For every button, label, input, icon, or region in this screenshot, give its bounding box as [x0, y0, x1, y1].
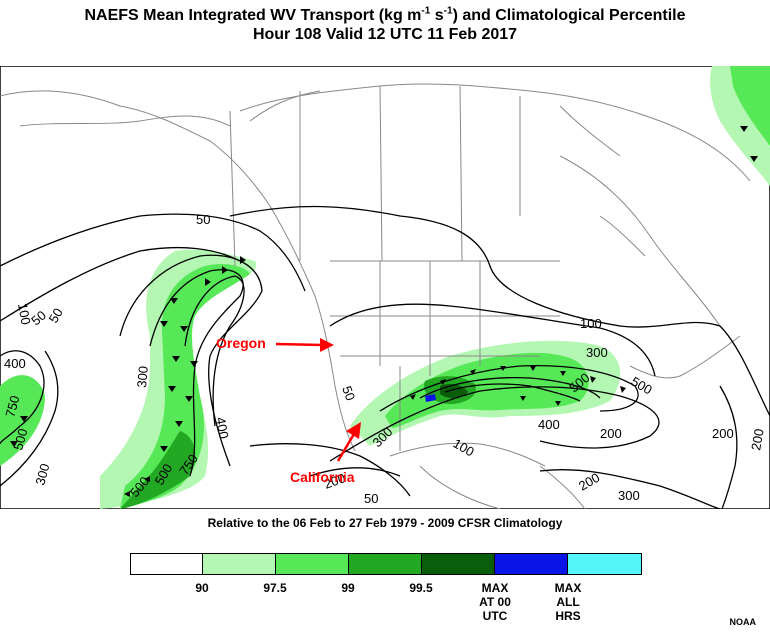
- ivt-map: 50 100 50 50 400 750 500 300 300 400 500…: [0, 66, 770, 509]
- california-arrow-line: [336, 433, 356, 462]
- west-coastline: [0, 90, 356, 452]
- state-borders: [330, 261, 560, 451]
- legend-swatch-below-90: [130, 553, 203, 575]
- contour-300-pacific: [119, 254, 263, 467]
- legend-swatch-max00: [421, 553, 495, 575]
- california-arrow-head: [346, 422, 361, 439]
- legend-label-99-5: 99.5: [409, 581, 433, 595]
- contour-label: 50: [46, 305, 66, 325]
- contour-label: 100: [15, 302, 34, 326]
- contour-200-east-edge: [719, 385, 738, 509]
- annotations: Oregon California: [216, 335, 361, 485]
- arctic-islands: [249, 90, 646, 257]
- legend-label-97-5: 97.5: [263, 581, 287, 595]
- us-mexico-border: [389, 442, 546, 467]
- legend-swatch-97-5-99: [275, 553, 349, 575]
- contour-300-west-edge: [0, 350, 59, 487]
- shade-pacific-99-5: [120, 431, 196, 509]
- contour-400-west-edge: [0, 350, 45, 445]
- atlantic-coast: [629, 335, 741, 379]
- shade-west-edge: [0, 375, 45, 466]
- contour-label: 300: [32, 462, 52, 487]
- legend-label-99: 99: [341, 581, 355, 595]
- contour-label: 50: [196, 212, 210, 227]
- climatology-subtitle: Relative to the 06 Feb to 27 Feb 1979 - …: [207, 516, 563, 530]
- map-title-line2: Hour 108 Valid 12 UTC 11 Feb 2017: [252, 26, 518, 43]
- legend-swatch-maxall-at00: [494, 553, 568, 575]
- contour-300-us: [379, 365, 639, 412]
- contour-label: 100: [580, 316, 602, 331]
- legend-label-max-all-hrs: MAX ALL HRS: [554, 581, 582, 623]
- shade-pacific-99: [120, 263, 250, 509]
- ivt-contours: [0, 205, 770, 509]
- alaska-coast: [19, 115, 231, 127]
- legend-swatch-99-99-5: [348, 553, 422, 575]
- contour-label: 400: [4, 356, 26, 371]
- shade-us-maxall-at00: [425, 394, 436, 402]
- contour-100-us: [329, 303, 656, 377]
- arctic-coast: [239, 83, 751, 182]
- legend-swatch-maxall: [567, 553, 642, 575]
- contour-500-us: [444, 383, 581, 402]
- oregon-annotation: Oregon: [216, 335, 266, 351]
- oregon-arrow-line: [275, 342, 323, 347]
- province-borders: [229, 85, 521, 267]
- contour-label: 300: [134, 365, 151, 388]
- flow-arrows: [10, 126, 758, 497]
- contour-label: 50: [364, 491, 378, 506]
- contour-200-south: [309, 467, 401, 477]
- contour-500-pacific: [149, 269, 244, 477]
- legend-label-90: 90: [195, 581, 209, 595]
- contour-200-southeast: [539, 469, 721, 509]
- geography-lines: [0, 83, 751, 509]
- contour-label: 400: [213, 416, 232, 440]
- contour-label: 200: [322, 470, 348, 492]
- contour-label: 500: [10, 427, 30, 452]
- contour-label: 750: [2, 394, 22, 419]
- contour-label: 200: [712, 426, 734, 441]
- contour-label: 200: [748, 428, 767, 452]
- contour-50-south: [249, 443, 411, 497]
- contour-label: 400: [538, 417, 560, 432]
- shade-northeast-99: [730, 66, 770, 146]
- contour-50-north: [229, 205, 770, 417]
- legend-label-max-at-00-utc: MAX AT 00 UTC: [479, 581, 511, 623]
- hudson-bay-coast: [559, 155, 721, 327]
- contour-label: 200: [600, 426, 622, 441]
- contour-400-us: [419, 377, 601, 399]
- california-annotation: California: [290, 469, 355, 485]
- oregon-arrow-head: [320, 338, 334, 352]
- noaa-credit: NOAA: [729, 617, 757, 627]
- contour-100-west: [0, 246, 241, 322]
- mexico-coast: [419, 465, 586, 509]
- contour-label: 300: [586, 345, 608, 360]
- contour-400-pacific: [184, 275, 245, 427]
- contour-label: 300: [618, 488, 640, 503]
- map-title-line1: NAEFS Mean Integrated WV Transport (kg m…: [84, 5, 686, 24]
- contour-50-west: [0, 213, 306, 292]
- contour-label: 50: [339, 384, 358, 403]
- legend-swatch-90-97-5: [202, 553, 276, 575]
- contour-200-us: [329, 386, 660, 462]
